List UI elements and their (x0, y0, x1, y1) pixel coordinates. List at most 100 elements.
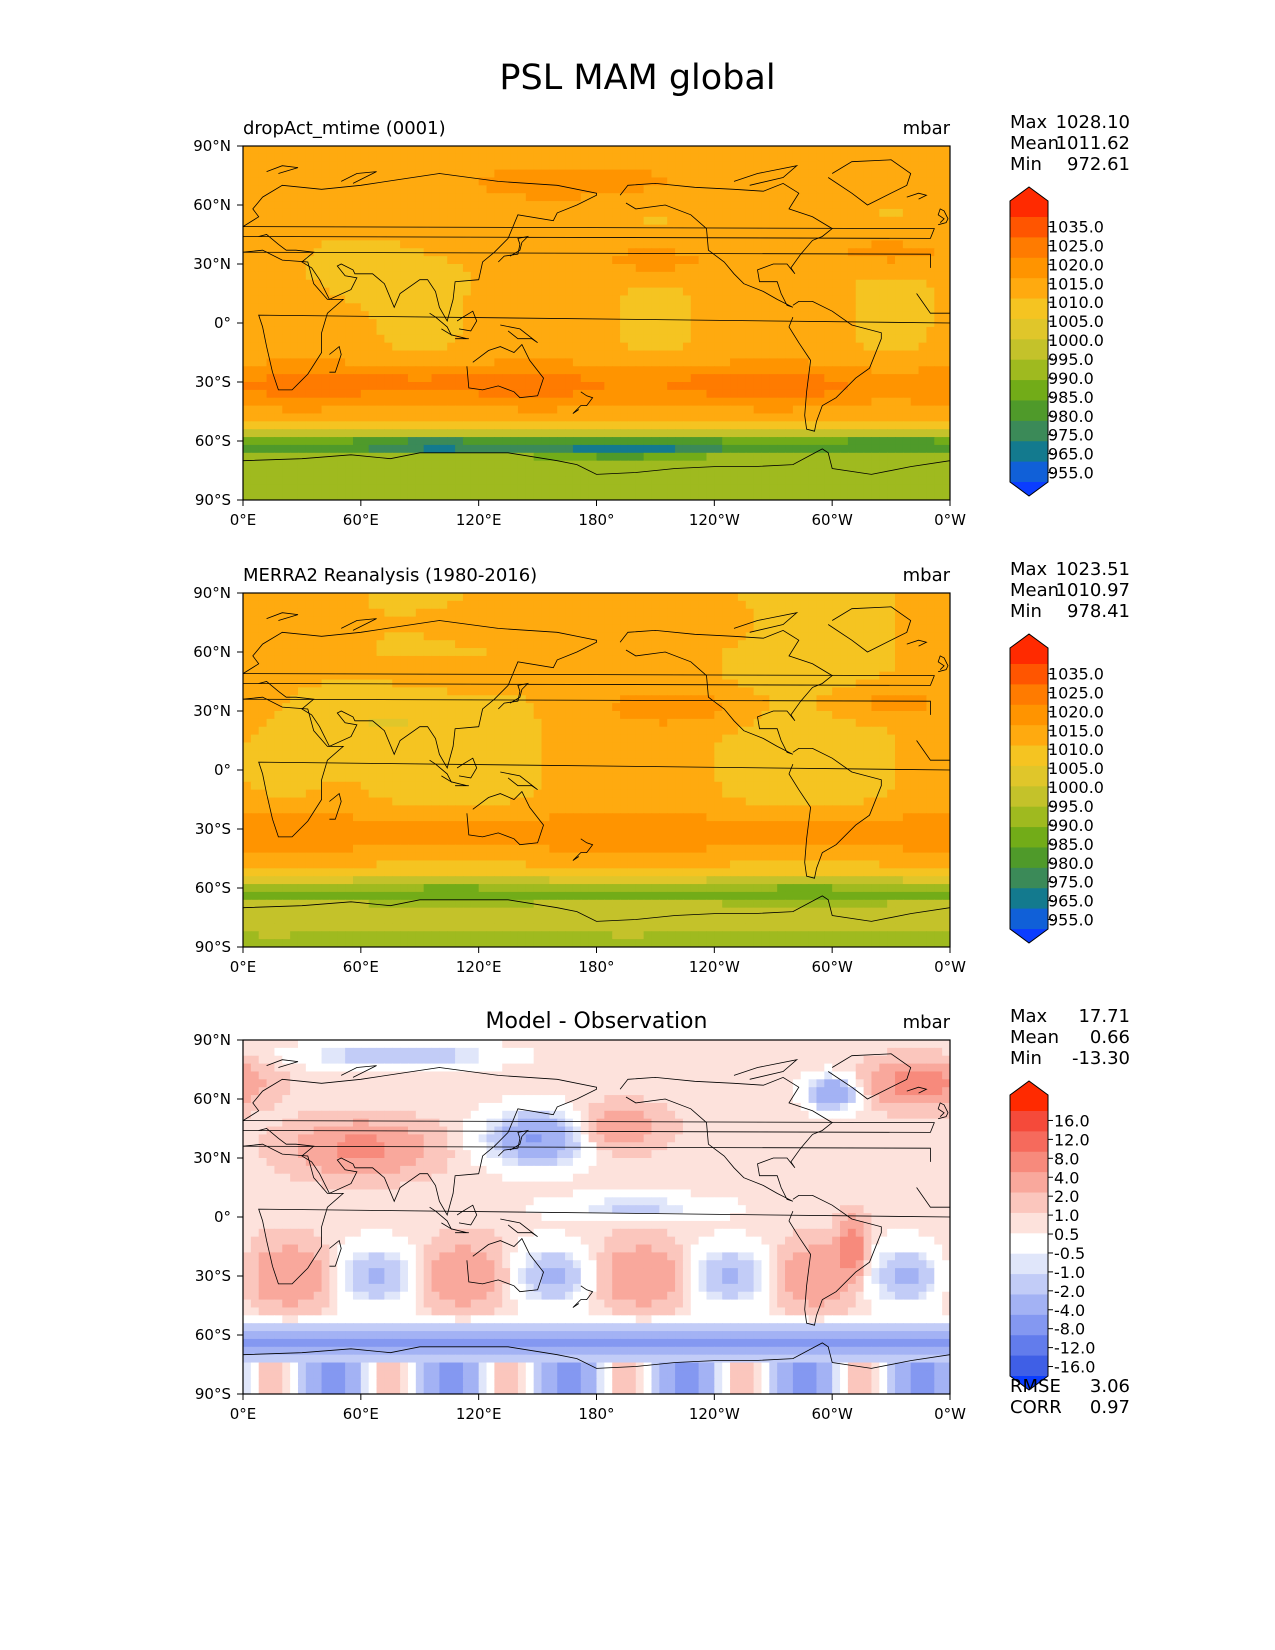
field-cell (329, 413, 338, 422)
colorbar-tick-label: 975.0 (1048, 426, 1094, 445)
field-cell (722, 177, 731, 186)
field-cell (620, 248, 629, 257)
field-cell (258, 468, 268, 477)
field-cell (879, 208, 888, 218)
field-cell (384, 240, 393, 249)
field-cell (525, 640, 535, 649)
field-cell (698, 405, 708, 415)
coastline-segment (243, 448, 950, 475)
field-cell (400, 640, 409, 649)
field-cell (266, 161, 276, 171)
field-cell (400, 224, 409, 234)
field-cell (934, 382, 943, 391)
field-cell (627, 146, 637, 155)
field-cell (580, 264, 590, 273)
field-cell (517, 624, 527, 633)
field-cell (266, 153, 276, 163)
field-cell (612, 358, 621, 367)
field-cell (392, 405, 401, 415)
field-cell (510, 232, 519, 241)
field-cell (667, 334, 676, 344)
field-cell (557, 326, 566, 336)
field-cell (282, 240, 291, 249)
field-cell (620, 319, 629, 328)
field-cell (800, 374, 810, 383)
field-cell (942, 303, 950, 312)
field-cell (840, 405, 849, 415)
field-cell (651, 326, 660, 336)
field-cell (352, 358, 362, 367)
field-cell (439, 452, 448, 462)
field-cell (847, 295, 857, 304)
field-cell (250, 208, 260, 218)
field-cell (596, 161, 605, 171)
field-cell (557, 169, 566, 179)
field-cell (360, 358, 370, 367)
field-cell (785, 374, 794, 383)
field-cell (714, 648, 723, 657)
field-cell (761, 248, 770, 257)
field-cell (462, 264, 472, 273)
field-cell (510, 452, 519, 462)
field-cell (918, 421, 928, 430)
field-cell (777, 311, 786, 320)
field-cell (753, 334, 763, 344)
field-cell (313, 608, 323, 618)
field-cell (321, 382, 331, 391)
field-cell (565, 452, 574, 462)
field-cell (934, 240, 943, 249)
field-cell (855, 608, 865, 618)
field-cell (934, 421, 943, 430)
field-cell (887, 256, 896, 265)
field-cell (572, 405, 582, 415)
field-cell (879, 444, 888, 454)
field-cell (392, 624, 401, 633)
field-cell (510, 185, 519, 194)
field-cell (643, 374, 653, 383)
field-cell (360, 185, 370, 194)
field-cell (596, 326, 605, 336)
field-cell (423, 334, 433, 344)
field-cell (541, 193, 550, 202)
field-cell (384, 492, 393, 500)
field-cell (651, 358, 660, 367)
field-cell (643, 232, 653, 241)
field-cell (902, 240, 912, 249)
field-cell (415, 484, 425, 493)
field-cell (557, 161, 566, 171)
field-cell (541, 216, 550, 226)
field-cell (808, 177, 818, 186)
field-cell (486, 382, 495, 391)
field-cell (761, 632, 770, 641)
field-cell (730, 648, 739, 657)
field-cell (635, 256, 645, 265)
field-cell (282, 177, 291, 186)
field-cell (384, 405, 393, 415)
field-cell (258, 632, 268, 641)
field-cell (730, 240, 739, 249)
field-cell (494, 460, 503, 470)
field-cell (431, 389, 440, 399)
field-cell (824, 600, 833, 610)
field-cell (855, 389, 865, 399)
field-cell (392, 295, 401, 304)
field-cell (675, 146, 684, 155)
field-cell (478, 208, 488, 218)
field-cell (926, 608, 935, 618)
field-cell (368, 216, 378, 226)
field-cell (368, 624, 378, 633)
field-cell (447, 624, 456, 633)
field-cell (541, 224, 550, 234)
field-cell (910, 593, 920, 602)
field-cell (792, 655, 802, 665)
field-cell (502, 405, 511, 415)
field-cell (753, 240, 763, 249)
field-cell (753, 350, 763, 359)
field-cell (627, 271, 637, 281)
field-cell (368, 358, 378, 367)
field-cell (722, 397, 731, 407)
field-cell (565, 460, 574, 470)
field-cell (682, 303, 692, 312)
field-cell (730, 303, 739, 312)
field-cell (290, 413, 299, 422)
